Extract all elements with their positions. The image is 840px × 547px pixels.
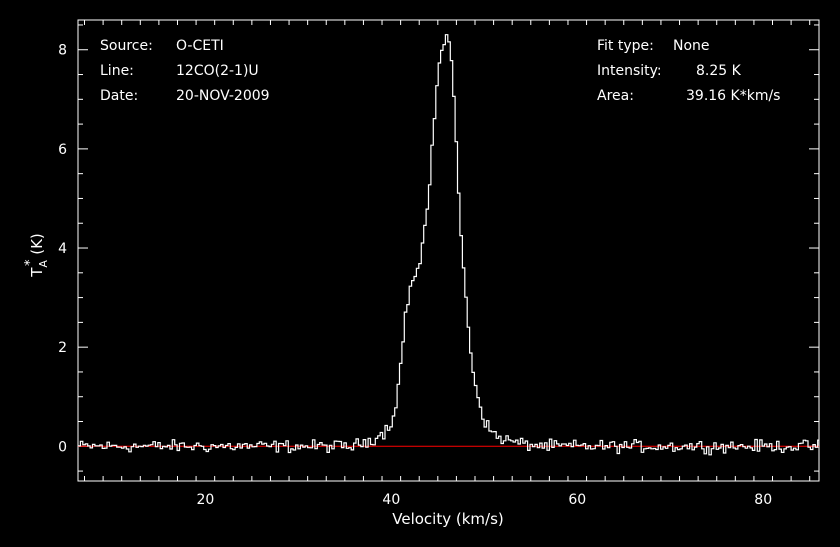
info-right: Fit type: None Intensity: 8.25 K Area: 3… <box>597 38 780 104</box>
y-axis-label-unit: (K) <box>28 233 46 259</box>
source-value: O-CETI <box>176 38 224 54</box>
info-left: Source: O-CETI Line: 12CO(2-1)U Date: 20… <box>100 38 270 104</box>
source-label: Source: <box>100 38 153 54</box>
series-group <box>78 34 819 456</box>
y-axis-label-sup: * <box>23 259 38 266</box>
x-tick-label: 40 <box>382 492 400 508</box>
line-value: 12CO(2-1)U <box>176 63 259 79</box>
date-label: Date: <box>100 88 138 104</box>
date-value: 20-NOV-2009 <box>176 88 270 104</box>
y-axis-label-sub: A <box>37 260 50 268</box>
intensity-value: 8.25 K <box>696 63 742 79</box>
plot-frame-group <box>77 19 820 482</box>
area-value: 39.16 K*km/s <box>686 88 780 104</box>
x-tick-label: 80 <box>754 492 772 508</box>
intensity-label: Intensity: <box>597 63 662 79</box>
plot-frame <box>77 19 820 482</box>
fit-type-label: Fit type: <box>597 38 654 54</box>
fit-type-value: None <box>673 38 710 54</box>
y-tick-label: 0 <box>58 439 67 455</box>
y-tick-label: 6 <box>58 142 67 158</box>
y-axis-label-base: T <box>28 267 46 278</box>
area-label: Area: <box>597 88 634 104</box>
ticks-group: 20 40 60 80 0 2 4 6 8 <box>58 20 819 508</box>
x-axis-label: Velocity (km/s) <box>392 510 503 528</box>
y-axis-label: TA* (K) <box>23 233 50 278</box>
y-tick-label: 8 <box>58 43 67 59</box>
y-tick-label: 2 <box>58 340 67 356</box>
x-tick-label: 60 <box>568 492 586 508</box>
line-label: Line: <box>100 63 134 79</box>
y-tick-label: 4 <box>58 241 67 257</box>
spectrum-line <box>78 34 819 456</box>
x-tick-label: 20 <box>196 492 214 508</box>
